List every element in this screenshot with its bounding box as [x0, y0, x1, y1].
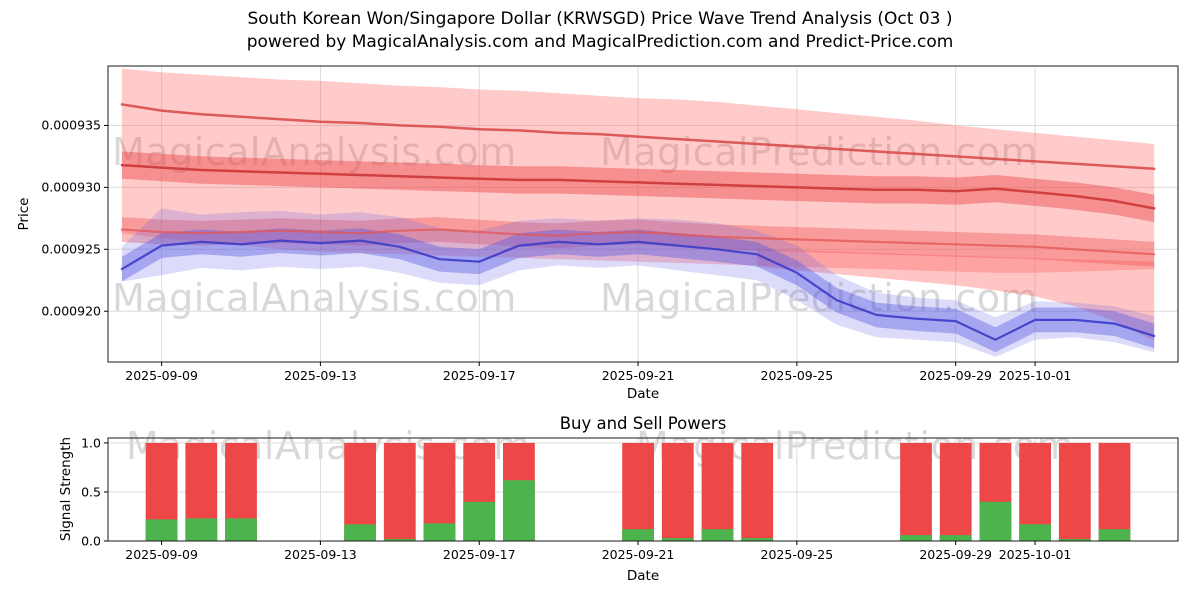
y-tick-label: 1.0	[81, 435, 101, 451]
x-tick-label: 2025-09-21	[601, 368, 675, 383]
buy-power-bar	[939, 535, 972, 541]
sell-power-bar	[741, 442, 774, 541]
x-tick-label: 2025-09-17	[442, 368, 516, 383]
x-tick-label: 2025-09-17	[442, 547, 516, 562]
buy-power-bar	[701, 529, 734, 541]
buy-power-bar	[383, 539, 416, 541]
buy-power-bar	[900, 535, 932, 541]
price-axis-label: Price	[16, 197, 32, 231]
x-tick-label: 2025-09-21	[601, 547, 675, 562]
lower-trend-line	[120, 228, 1156, 256]
watermark-analysis: MagicalAnalysis.com	[112, 130, 517, 174]
date-axis-label-price: Date	[626, 386, 660, 402]
x-tick-label: 2025-10-01	[998, 547, 1072, 562]
x-tick-label: 2025-09-29	[919, 368, 992, 383]
buy-power-bar	[423, 523, 456, 541]
x-tick-label: 2025-09-25	[760, 547, 834, 562]
sell-power-bar	[383, 442, 416, 541]
sell-power-bar	[1058, 442, 1091, 541]
x-tick-label: 2025-10-01	[998, 368, 1072, 383]
buy-power-bar	[503, 480, 535, 541]
buy-power-bar	[185, 518, 218, 541]
watermark-analysis: MagicalAnalysis.com	[112, 276, 517, 320]
y-tick-label: 0.5	[81, 484, 101, 500]
buy-power-bar	[1019, 524, 1051, 541]
upper-trend-band-band	[121, 151, 1155, 223]
watermark-prediction: MagicalPrediction.com	[600, 130, 1038, 174]
upper-forecast-envelope-band	[121, 68, 1155, 273]
x-tick-label: 2025-09-25	[760, 368, 834, 383]
price-outer-band-band	[121, 208, 1155, 357]
y-tick-label: 0.000935	[41, 117, 101, 133]
buy-power-bar	[979, 501, 1012, 541]
lower-forecast-wedge-band	[757, 249, 1155, 341]
chart-title-line1: South Korean Won/Singapore Dollar (KRWSG…	[247, 9, 953, 29]
x-tick-label: 2025-09-13	[284, 368, 357, 383]
buy-power-bar	[661, 538, 694, 541]
buy-power-bar	[344, 524, 376, 541]
buy-power-bar	[1058, 539, 1091, 541]
price-inner-band-band	[121, 228, 1155, 353]
buy-power-bar	[463, 501, 496, 541]
y-tick-label: 0.000925	[41, 241, 101, 257]
sell-power-bar	[622, 442, 654, 541]
price-median-line	[120, 239, 1156, 341]
y-tick-label: 0.0	[81, 533, 101, 549]
buy-power-bar	[1098, 529, 1131, 541]
bar-plot-border	[107, 437, 1179, 542]
watermark-prediction: MagicalPrediction.com	[600, 276, 1038, 320]
signal-strength-axis-label: Signal Strength	[58, 436, 74, 542]
chart-title-line2: powered by MagicalAnalysis.com and Magic…	[246, 32, 954, 53]
y-tick-label: 0.000930	[41, 179, 101, 195]
buy-power-bar	[741, 538, 774, 541]
sell-power-bar	[701, 442, 734, 541]
upper-resistance-line	[120, 103, 1156, 171]
y-tick-label: 0.000920	[41, 303, 101, 319]
price-plot-border	[107, 65, 1179, 363]
upper-trend-line	[120, 163, 1156, 210]
buy-power-bar	[145, 519, 178, 541]
buy-power-bar	[225, 518, 257, 541]
sell-power-bar	[1098, 442, 1131, 541]
sell-power-bar	[661, 442, 694, 541]
buy-power-bar	[622, 529, 654, 541]
bar-chart-title: Buy and Sell Powers	[559, 414, 727, 433]
chart-title: South Korean Won/Singapore Dollar (KRWSG…	[0, 8, 1200, 55]
date-axis-label-bars: Date	[626, 568, 660, 584]
x-tick-label: 2025-09-09	[125, 547, 198, 562]
x-tick-label: 2025-09-09	[125, 368, 198, 383]
x-tick-label: 2025-09-13	[284, 547, 357, 562]
x-tick-label: 2025-09-29	[919, 547, 992, 562]
sell-power-bar	[900, 442, 932, 541]
sell-power-bar	[939, 442, 972, 541]
